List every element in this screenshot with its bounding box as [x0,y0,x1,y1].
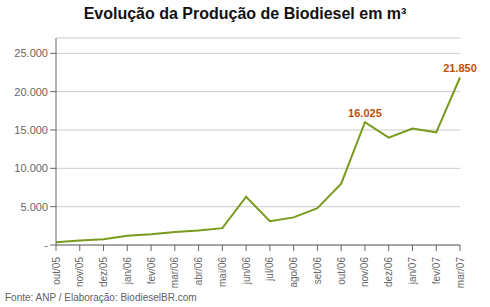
svg-text:nov/05: nov/05 [74,257,85,287]
svg-text:dez/05: dez/05 [98,257,109,287]
svg-text:mar/06: mar/06 [169,257,180,289]
svg-text:nov/06: nov/06 [359,257,370,287]
svg-text:out/05: out/05 [51,257,62,285]
svg-text:21.850: 21.850 [443,62,477,74]
svg-text:-: - [44,239,48,251]
svg-text:mar/07: mar/07 [455,257,466,289]
svg-text:fev/07: fev/07 [431,257,442,285]
svg-text:5.000: 5.000 [20,201,48,213]
html-text:Fonte: ANP / Elaboração: Biodi: Fonte: ANP / Elaboração: BiodieselBR.com [5,292,197,303]
svg-text:15.000: 15.000 [14,124,48,136]
svg-text:25.000: 25.000 [14,47,48,59]
svg-text:16.025: 16.025 [348,107,382,119]
svg-text:fev/06: fev/06 [146,257,157,285]
svg-text:out/06: out/06 [336,257,347,285]
svg-text:jan/06: jan/06 [122,257,133,286]
svg-text:ago/06: ago/06 [288,257,299,288]
svg-text:10.000: 10.000 [14,162,48,174]
svg-text:set/06: set/06 [312,257,323,285]
svg-text:20.000: 20.000 [14,86,48,98]
svg-text:mai/06: mai/06 [217,257,228,287]
svg-text:jul/06: jul/06 [264,257,275,282]
svg-text:jan/07: jan/07 [407,257,418,286]
html-text:Evolução da Produção de Biodie: Evolução da Produção de Biodiesel em m³ [83,5,407,22]
svg-text:abr/06: abr/06 [193,257,204,286]
svg-text:dez/06: dez/06 [383,257,394,287]
svg-text:jun/06: jun/06 [241,257,252,286]
